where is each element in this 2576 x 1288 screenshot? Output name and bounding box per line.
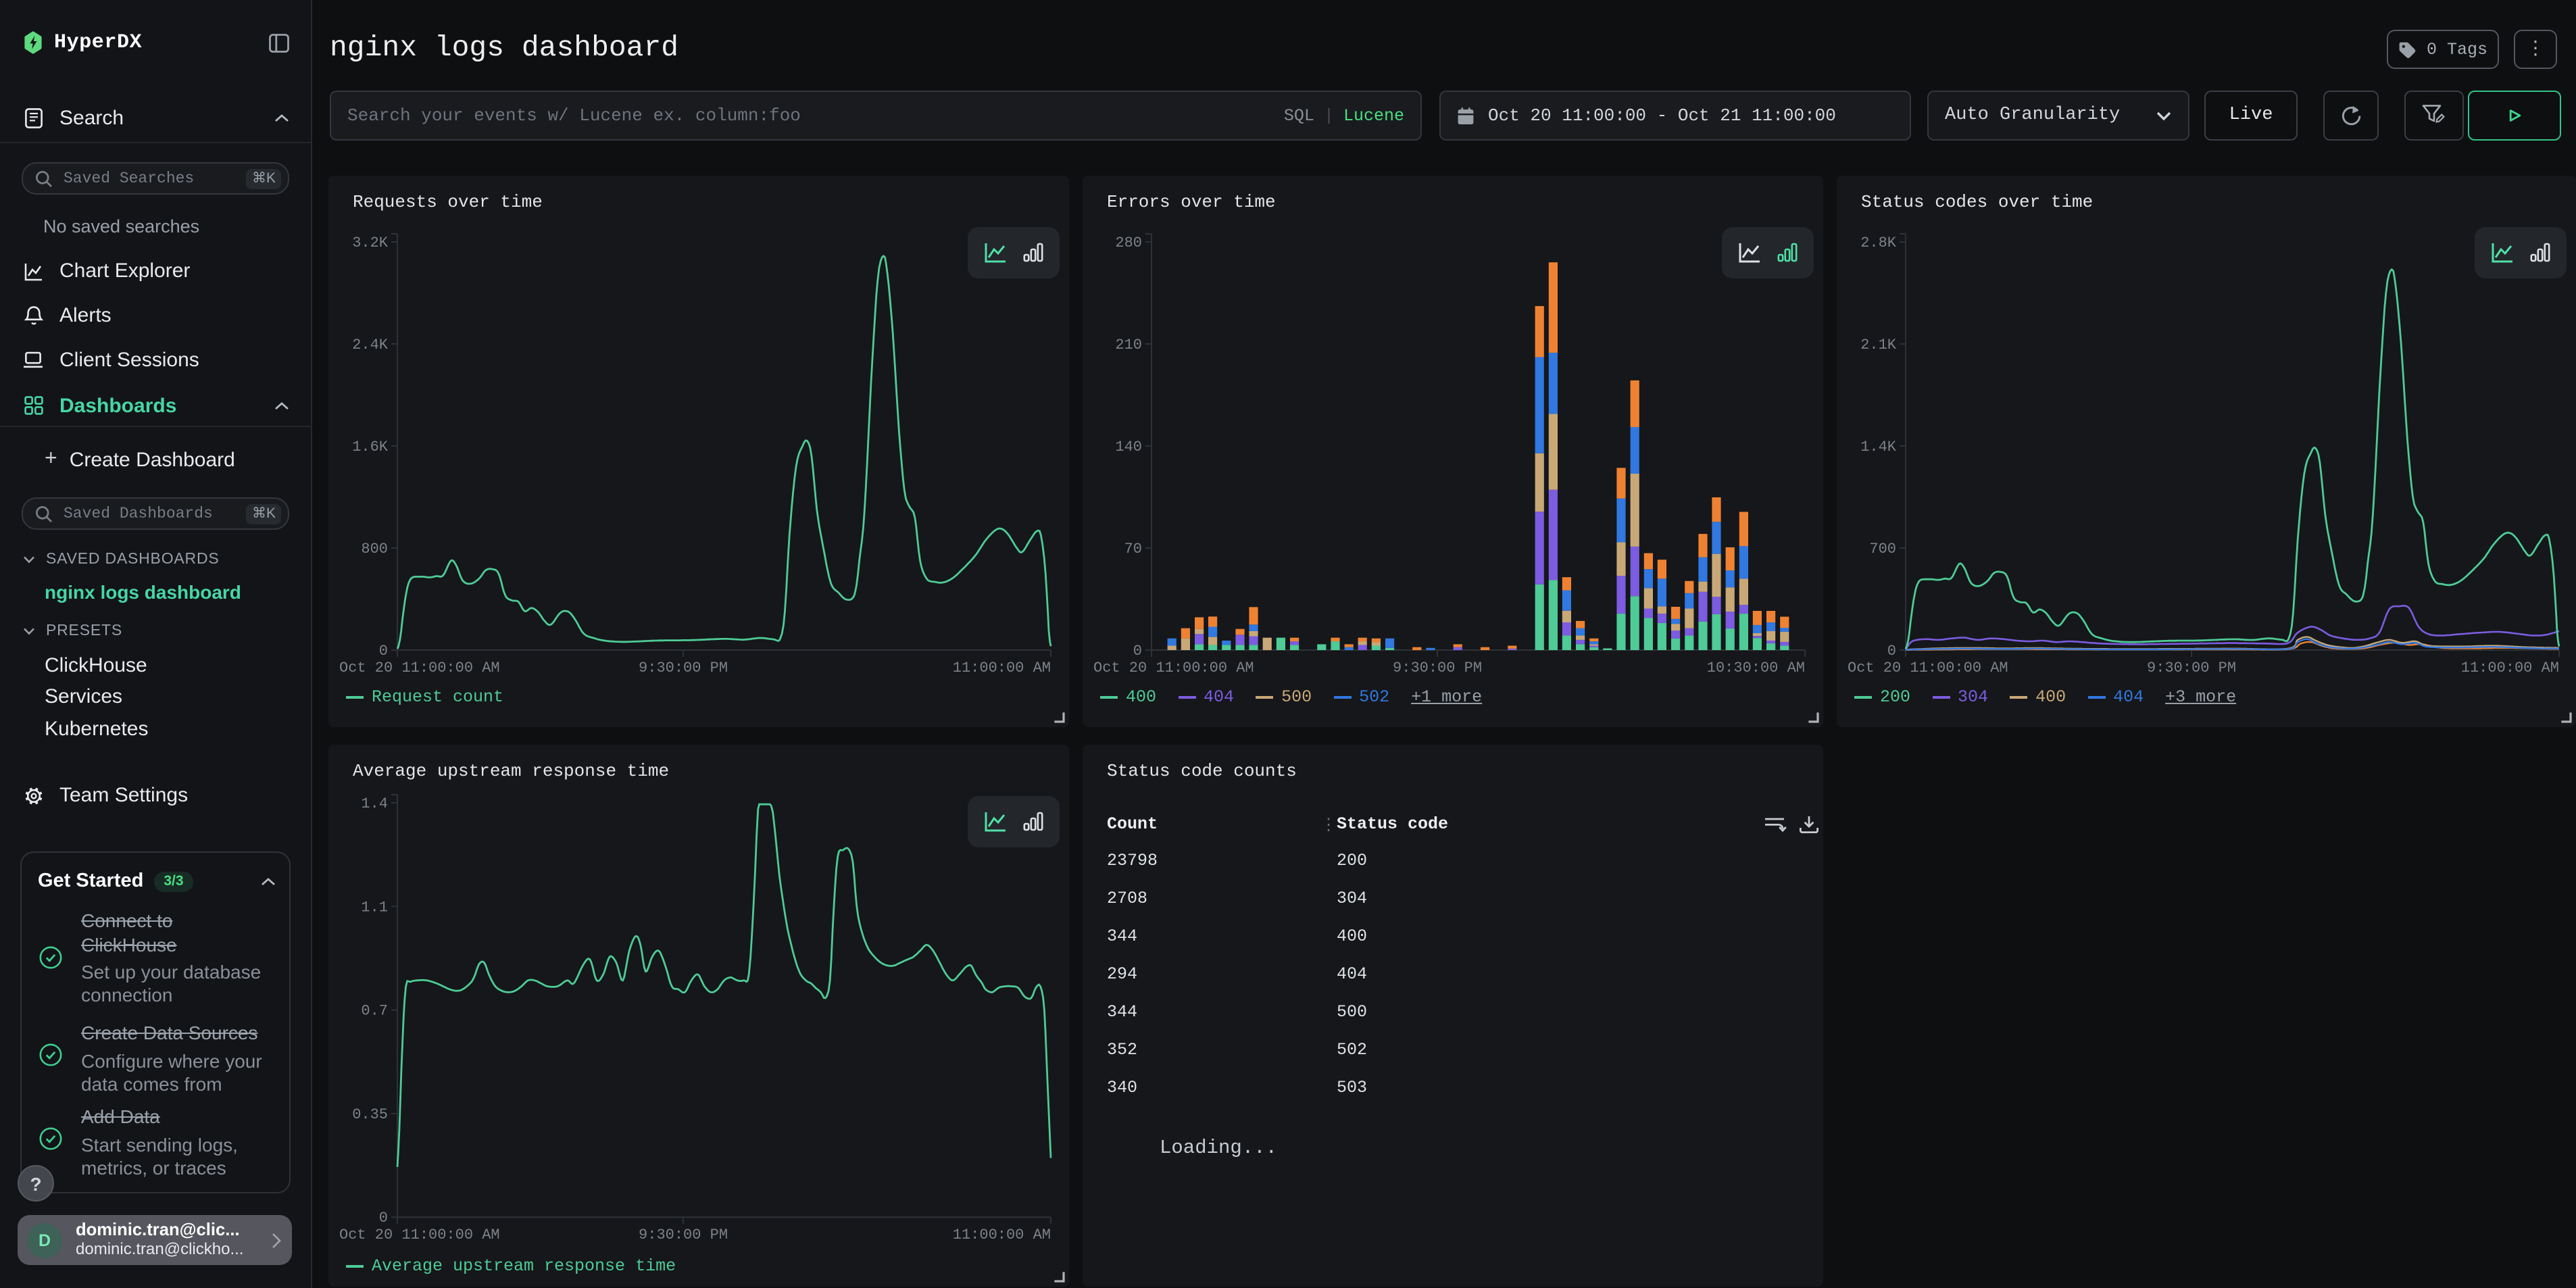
svg-text:9:30:00 PM: 9:30:00 PM xyxy=(639,660,728,676)
svg-text:1.1: 1.1 xyxy=(361,899,388,916)
svg-text:9:30:00 PM: 9:30:00 PM xyxy=(639,1227,728,1243)
svg-text:2.4K: 2.4K xyxy=(352,337,389,353)
svg-text:210: 210 xyxy=(1115,337,1142,353)
svg-text:280: 280 xyxy=(1115,234,1142,251)
svg-text:1.6K: 1.6K xyxy=(352,439,389,455)
svg-text:1.4: 1.4 xyxy=(361,795,388,812)
svg-text:140: 140 xyxy=(1115,439,1142,455)
svg-text:0: 0 xyxy=(379,1210,388,1227)
svg-text:Oct 20 11:00:00 AM: Oct 20 11:00:00 AM xyxy=(1093,660,1254,676)
svg-text:10:30:00 AM: 10:30:00 AM xyxy=(1707,660,1805,676)
svg-text:0.7: 0.7 xyxy=(361,1003,388,1020)
svg-text:70: 70 xyxy=(1124,541,1142,558)
svg-text:0: 0 xyxy=(379,643,388,660)
svg-text:11:00:00 AM: 11:00:00 AM xyxy=(953,1227,1051,1243)
svg-text:2.8K: 2.8K xyxy=(1860,234,1897,251)
svg-text:1.4K: 1.4K xyxy=(1860,439,1897,455)
svg-text:9:30:00 PM: 9:30:00 PM xyxy=(1393,660,1482,676)
svg-text:0.35: 0.35 xyxy=(352,1106,388,1123)
svg-text:11:00:00 AM: 11:00:00 AM xyxy=(2461,660,2559,676)
svg-text:11:00:00 AM: 11:00:00 AM xyxy=(953,660,1051,676)
svg-text:700: 700 xyxy=(1869,541,1896,558)
svg-text:0: 0 xyxy=(1133,643,1142,660)
svg-text:3.2K: 3.2K xyxy=(352,234,389,251)
svg-text:9:30:00 PM: 9:30:00 PM xyxy=(2147,660,2236,676)
svg-text:Oct 20 11:00:00 AM: Oct 20 11:00:00 AM xyxy=(1848,660,2008,676)
svg-text:Oct 20 11:00:00 AM: Oct 20 11:00:00 AM xyxy=(339,660,500,676)
svg-text:2.1K: 2.1K xyxy=(1860,337,1897,353)
svg-text:Oct 20 11:00:00 AM: Oct 20 11:00:00 AM xyxy=(339,1227,500,1243)
svg-text:800: 800 xyxy=(361,541,388,558)
svg-text:0: 0 xyxy=(1887,643,1896,660)
